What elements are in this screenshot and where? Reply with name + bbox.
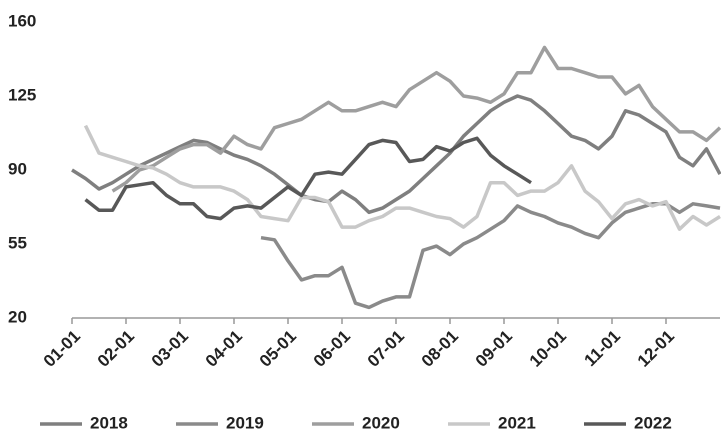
series-line: [71, 94, 721, 215]
legend-label: 2018: [90, 413, 128, 432]
y-tick-label: 160: [8, 11, 36, 30]
y-tick-label: 20: [8, 307, 27, 326]
series-line: [111, 45, 721, 193]
x-tick-label: 01-01: [40, 327, 84, 371]
x-tick-label: 07-01: [364, 327, 408, 371]
x-tick-label: 04-01: [202, 327, 246, 371]
x-tick-label: 09-01: [472, 327, 516, 371]
x-tick-label: 08-01: [418, 327, 462, 371]
legend-label: 2020: [362, 413, 400, 432]
series-line: [260, 202, 721, 310]
x-tick-label: 06-01: [310, 327, 354, 371]
x-tick-label: 05-01: [256, 327, 300, 371]
x-tick-label: 03-01: [148, 327, 192, 371]
y-tick-label: 90: [8, 159, 27, 178]
legend-label: 2022: [634, 413, 672, 432]
x-tick-label: 11-01: [580, 327, 624, 371]
legend-label: 2021: [498, 413, 536, 432]
legend-label: 2019: [226, 413, 264, 432]
y-tick-label: 125: [8, 85, 36, 104]
series-line: [84, 136, 532, 221]
x-tick-label: 02-01: [94, 327, 138, 371]
x-tick-label: 10-01: [526, 327, 570, 371]
series-line: [83, 124, 721, 231]
x-tick-label: 12-01: [634, 327, 678, 371]
y-tick-label: 55: [8, 233, 27, 252]
